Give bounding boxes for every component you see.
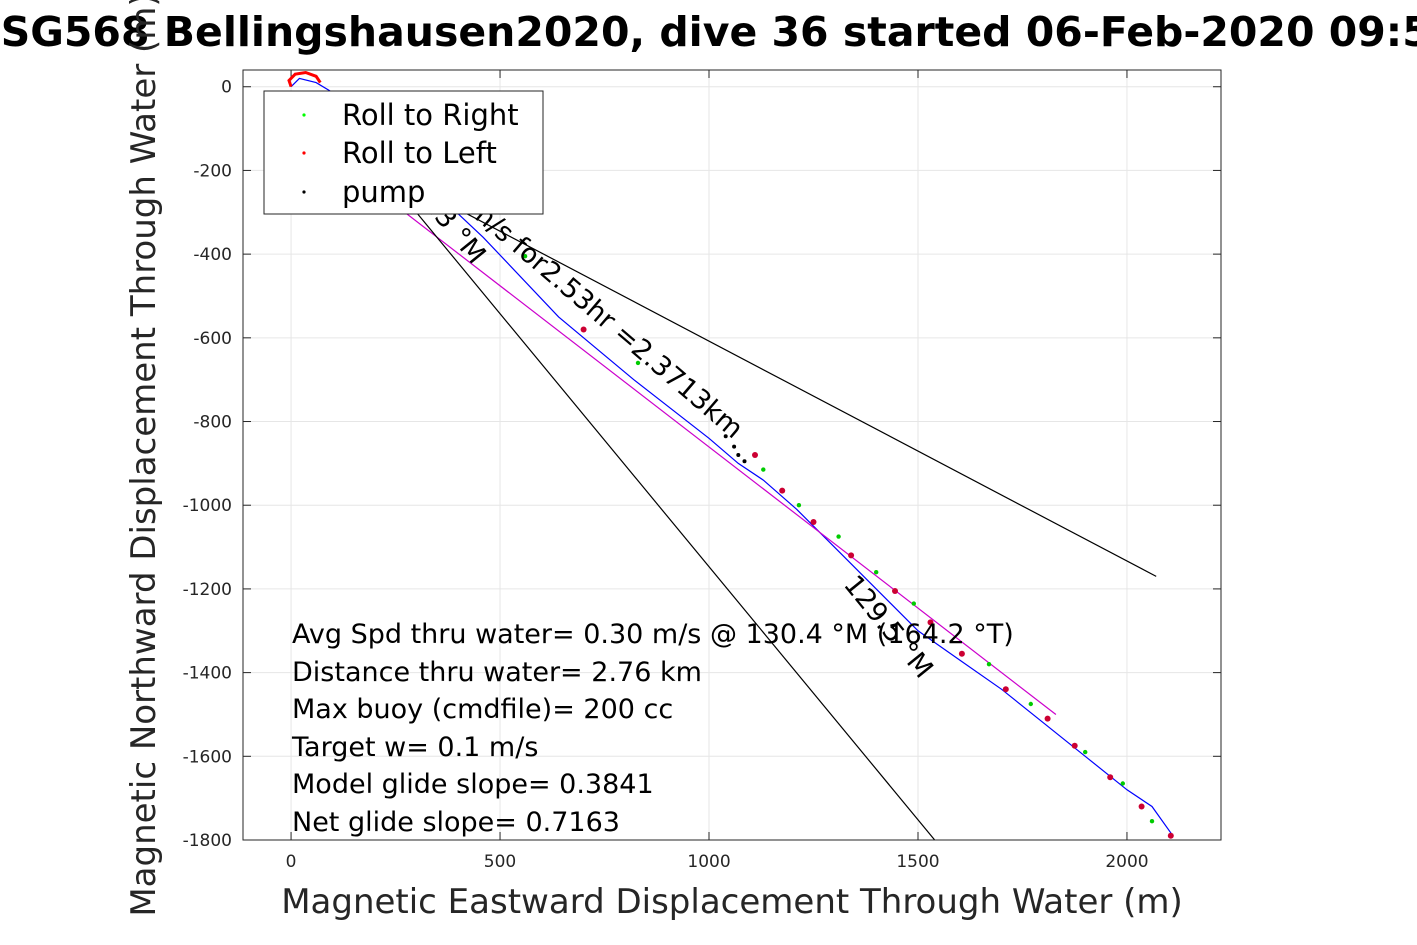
pump-point: [736, 453, 741, 457]
roll-left-point: [892, 588, 898, 594]
legend: Roll to Right Roll to Left pump: [263, 90, 544, 215]
y-tick-label: -1600: [183, 747, 232, 767]
x-tick-label: 1500: [896, 852, 939, 872]
series-current-cone-upper-bound: [416, 186, 1157, 577]
surface-loop-path: [287, 70, 322, 88]
y-tick-label: -400: [193, 245, 232, 265]
roll-right-point: [1149, 819, 1155, 824]
roll-right-point: [522, 254, 528, 259]
x-tick-label: 0: [286, 852, 297, 872]
roll-left-point: [580, 326, 587, 333]
roll-left-point: [1002, 686, 1009, 693]
legend-marker-roll-right: [302, 113, 306, 117]
roll-left-point: [779, 487, 786, 494]
roll-left-point: [1138, 803, 1145, 810]
pump-point: [723, 434, 728, 439]
chart-title: SG568 Bellingshausen2020, dive 36 starte…: [1, 8, 1417, 56]
roll-right-point: [836, 534, 841, 539]
stat-distance: Distance thru water= 2.76 km: [292, 657, 702, 688]
stat-avg-speed: Avg Spd thru water= 0.30 m/s @ 130.4 °M …: [292, 619, 1014, 650]
roll-right-point: [911, 601, 916, 606]
roll-left-point: [1044, 715, 1051, 722]
stat-max-buoy: Max buoy (cmdfile)= 200 cc: [292, 694, 673, 725]
roll-right-point: [1120, 781, 1126, 786]
stat-target-w: Target w= 0.1 m/s: [291, 732, 538, 763]
legend-label-roll-left: Roll to Left: [342, 136, 497, 170]
roll-right-point: [635, 360, 641, 366]
roll-left-point: [752, 452, 758, 458]
stat-model-glide-slope: Model glide slope= 0.3841: [292, 769, 654, 800]
roll-left-point: [810, 519, 817, 525]
x-axis-label: Magnetic Eastward Displacement Through W…: [281, 882, 1183, 922]
pump-point: [742, 459, 747, 464]
y-tick-label: -200: [193, 161, 232, 181]
stat-net-glide-slope: Net glide slope= 0.7163: [292, 807, 620, 838]
y-tick-label: -1400: [183, 664, 232, 684]
y-tick-label: -800: [193, 413, 232, 433]
roll-right-point: [874, 570, 879, 575]
x-tick-label: 500: [484, 852, 516, 872]
roll-right-point: [796, 503, 802, 508]
series-mean-heading-line: [382, 195, 1057, 715]
roll-right-point: [761, 467, 766, 472]
y-tick-label: -1200: [183, 580, 232, 600]
points-layer: [522, 254, 1174, 839]
y-tick-label: -1000: [183, 496, 232, 516]
legend-label-roll-right: Roll to Right: [342, 98, 519, 132]
roll-left-point: [1167, 832, 1174, 839]
series-current-cone-lower-bound: [395, 186, 936, 840]
x-tick-label: 2000: [1105, 852, 1148, 872]
y-tick-label: 0: [221, 78, 232, 98]
roll-left-point: [958, 650, 965, 657]
x-tick-label: 1000: [687, 852, 730, 872]
pump-point: [732, 444, 737, 449]
roll-right-point: [1028, 701, 1034, 707]
roll-left-point: [927, 619, 934, 626]
legend-label-pump: pump: [342, 175, 425, 209]
axes-box: [242, 69, 1222, 841]
roll-left-point: [848, 552, 855, 559]
legend-marker-pump: [302, 190, 306, 194]
legend-marker-roll-left: [302, 151, 306, 155]
stats-block: Avg Spd thru water= 0.30 m/s @ 130.4 °M …: [291, 619, 1014, 838]
y-tick-label: -600: [193, 329, 232, 349]
roll-right-point: [986, 662, 992, 667]
x-tick-labels: 0 500 1000 1500 2000: [286, 852, 1149, 872]
y-tick-labels: 0 -200 -400 -600 -800 -1000 -1200 -1400 -1600 -18…: [183, 78, 232, 851]
roll-left-point: [1071, 742, 1078, 749]
roll-right-point: [1083, 749, 1088, 755]
y-tick-label: -1800: [183, 831, 232, 851]
legend-box: [263, 90, 544, 215]
roll-left-point: [1107, 774, 1114, 781]
y-axis-label: Magnetic Northward Displacement Through …: [124, 0, 164, 917]
